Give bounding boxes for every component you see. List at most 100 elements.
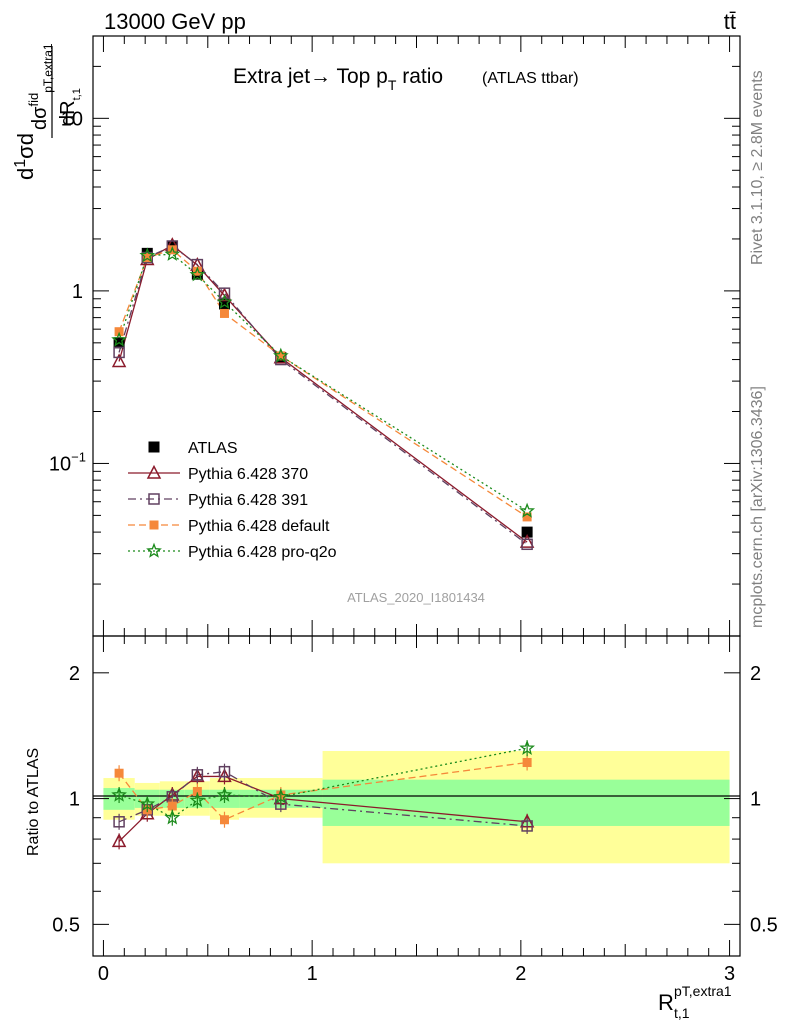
ratio-point-3-5 — [273, 788, 289, 804]
legend-label-1: Pythia 6.428 370 — [188, 466, 308, 483]
x-tick-label-0: 0 — [98, 963, 109, 985]
series-line-3 — [118, 249, 528, 518]
data-point-4-1 — [139, 247, 156, 263]
ratio-point-2-0 — [114, 768, 124, 778]
data-point-3-6 — [522, 512, 532, 522]
stat-uncertainty-band-6 — [322, 779, 730, 826]
ratio-point-1-3 — [191, 769, 204, 781]
data-point-1-6 — [519, 533, 535, 548]
x-tick-label-1: 1 — [307, 963, 318, 985]
legend-label-2: Pythia 6.428 391 — [188, 492, 308, 509]
data-point-4-0 — [111, 331, 127, 347]
data-point-2-1 — [141, 251, 154, 264]
legend-label-0: ATLAS — [188, 440, 238, 457]
ratio-point-1-0 — [113, 816, 125, 828]
ratio-panel: 0.5 0.5 1 1 2 2 0 1 2 3 Ratio to ATLAS R pT,extra… — [25, 635, 778, 1021]
ratio-point-3-1 — [139, 795, 156, 811]
legend-marker-4 — [146, 542, 162, 558]
ratio-uncertainty-bands — [103, 750, 730, 864]
data-point-4-5 — [273, 347, 289, 363]
ratio-tick-label-left-0.5: 0.5 — [52, 914, 80, 936]
mcplots-label: mcplots.cern.ch [arXiv:1306.3436] — [749, 386, 766, 628]
svg-text:t,1: t,1 — [674, 1005, 690, 1021]
legend-label-3: Pythia 6.428 default — [188, 518, 330, 535]
svg-text:pT,extra1: pT,extra1 — [674, 983, 732, 999]
ratio-axis-ticks: 0.5 0.5 1 1 2 2 0 1 2 3 — [52, 636, 778, 985]
series-line-1 — [118, 244, 528, 543]
svg-text:dRt,1: dRt,1 — [57, 88, 83, 126]
tick-label-10: 10 — [61, 108, 83, 130]
svg-text:R: R — [658, 990, 674, 1015]
ratio-frame — [92, 635, 741, 957]
ratio-point-3-2 — [164, 809, 181, 825]
ratio-tick-label-right-2: 2 — [750, 663, 761, 685]
analysis-id: ATLAS_2020_I1801434 — [347, 590, 485, 605]
ratio-series-markers — [111, 739, 536, 850]
legend-label-4: Pythia 6.428 pro-q2o — [188, 544, 337, 561]
tick-label-0.1: 10−1 — [49, 449, 86, 475]
data-point-1-0 — [111, 353, 127, 368]
ratio-y-axis-label: Ratio to ATLAS — [25, 748, 42, 856]
ratio-point-3-0 — [111, 786, 127, 802]
process-label: tt̄ — [724, 9, 736, 34]
title-arrow: → Top p — [310, 65, 388, 88]
svg-text:d1σd: d1σd — [12, 133, 38, 180]
title-main: Extra jet — [233, 65, 310, 88]
ratio-point-1-6 — [521, 820, 533, 832]
tick-label-1: 1 — [72, 281, 83, 303]
title-ratio: ratio — [396, 65, 443, 88]
data-point-2-0 — [113, 346, 125, 359]
legend-marker-2 — [148, 493, 160, 505]
main-panel: 10−1 1 10 Extra jet→ Top pT ratio (ATLAS t… — [12, 35, 741, 637]
legend-marker-3 — [149, 520, 159, 530]
main-series-lines — [118, 244, 528, 545]
data-point-4-6 — [519, 502, 536, 518]
ratio-tick-label-right-1: 1 — [750, 789, 761, 811]
ratio-point-3-3 — [189, 792, 206, 808]
svg-text:Extra jet→ Top pT ratio: Extra jet→ Top pT ratio — [233, 65, 443, 93]
data-point-3-1 — [142, 253, 152, 263]
data-point-0-4 — [218, 298, 230, 310]
x-tick-label-2: 2 — [515, 963, 526, 985]
data-point-3-2 — [167, 245, 177, 255]
ratio-point-2-4 — [219, 815, 229, 825]
legend-marker-0 — [148, 441, 160, 453]
data-point-4-3 — [189, 266, 206, 282]
data-point-3-3 — [192, 266, 202, 276]
ratio-tick-label-left-1: 1 — [69, 789, 80, 811]
x-axis-label: R pT,extra1 t,1 — [658, 983, 732, 1021]
ratio-tick-label-left-2: 2 — [69, 663, 80, 685]
main-axis-ticks: 10−1 1 10 — [49, 35, 740, 637]
energy-label: 13000 GeV pp — [104, 9, 246, 34]
data-point-2-6 — [521, 538, 533, 551]
ratio-point-2-6 — [522, 758, 532, 768]
data-point-3-5 — [276, 351, 286, 361]
title-subtitle: (ATLAS ttbar) — [482, 70, 579, 87]
data-point-2-4 — [218, 287, 231, 299]
legend-marker-1 — [146, 464, 162, 479]
title-subscript: T — [388, 77, 397, 93]
series-line-4 — [118, 253, 528, 512]
ratio-point-1-4 — [218, 765, 231, 778]
legend: ATLAS Pythia 6.428 370 Pythia 6.428 391 Pyt… — [128, 440, 337, 561]
ratio-tick-label-right-0.5: 0.5 — [750, 914, 778, 936]
x-tick-label-3: 3 — [724, 963, 735, 985]
main-y-axis-label: d1σd — [12, 133, 38, 180]
data-point-1-4 — [217, 287, 232, 302]
data-point-4-4 — [216, 293, 233, 309]
ratio-point-2-3 — [192, 786, 202, 796]
main-series-markers — [111, 237, 536, 551]
ratio-point-3-6 — [519, 739, 536, 755]
ratio-point-0-4 — [217, 768, 232, 783]
data-point-0-6 — [521, 526, 533, 538]
data-point-3-4 — [219, 308, 229, 318]
ratio-point-2-2 — [167, 801, 177, 811]
main-y-axis-label-frac: dσfidpT,extra1 dRt,1 — [26, 43, 83, 138]
svg-text:dσfidpT,extra1: dσfidpT,extra1 — [26, 43, 55, 130]
rivet-label: Rivet 3.1.10, ≥ 2.8M events — [749, 70, 766, 265]
main-title: Extra jet→ Top pT ratio (ATLAS ttbar) — [233, 65, 579, 93]
ratio-point-3-4 — [216, 786, 233, 802]
data-point-4-2 — [164, 246, 181, 261]
ratio-point-0-0 — [111, 833, 127, 848]
